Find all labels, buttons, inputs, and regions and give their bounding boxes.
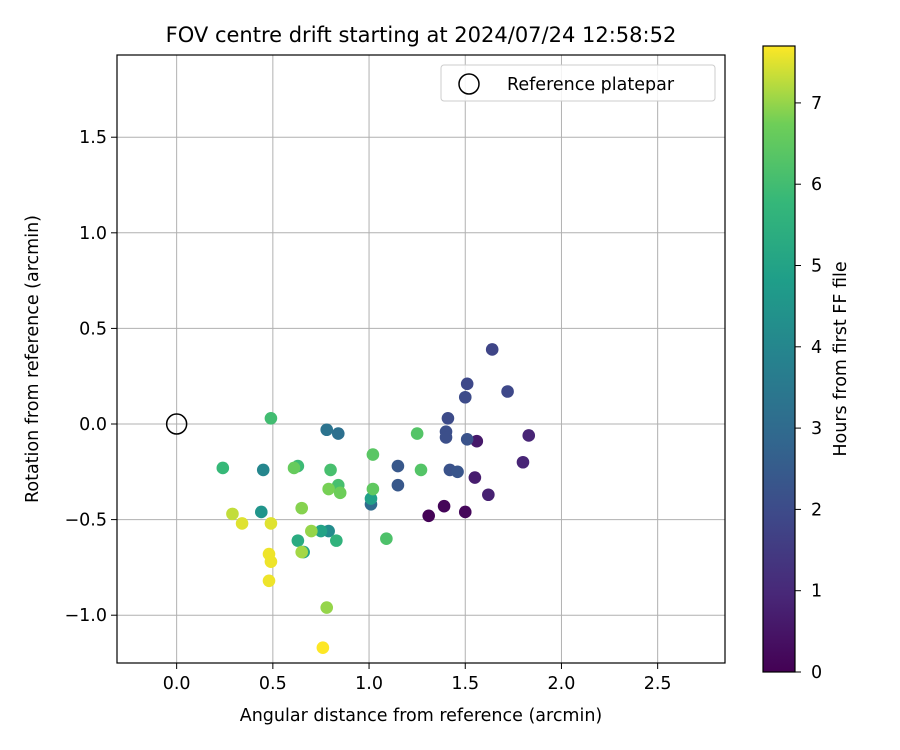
y-tick-label: 1.0 [79,224,107,244]
grid-lines [117,55,725,663]
data-point [333,486,347,500]
y-tick-label: −1.0 [65,606,108,626]
colorbar-tick-label: 5 [811,257,822,277]
chart-title: FOV centre drift starting at 2024/07/24 … [166,23,677,47]
legend: Reference platepar [440,64,716,102]
data-point [414,463,428,477]
plot-frame [116,54,726,664]
data-point [366,482,380,496]
data-point [458,390,472,404]
x-tick-label: 0.0 [163,674,191,694]
colorbar: 0 1 2 3 4 5 6 7 Hours from first FF file [762,45,851,683]
x-tick-label: 1.5 [451,674,479,694]
data-point [316,641,330,655]
data-point [330,534,343,547]
x-axis: 0.0 0.5 1.0 1.5 2.0 2.5 [163,663,672,694]
data-point [320,601,334,614]
data-point [264,555,278,568]
x-axis-label: Angular distance from reference (arcmin) [240,706,603,726]
data-point [451,465,464,479]
data-point [216,461,230,475]
plot-area [116,54,726,664]
data-point [366,448,380,461]
data-point [320,423,334,437]
legend-box [440,64,716,102]
data-point [305,524,318,538]
data-point [410,427,424,440]
data-point [295,501,309,515]
data-point [391,459,405,473]
reference-marker [165,413,188,435]
legend-reference-icon [458,73,480,95]
data-point [364,492,378,505]
y-tick-label: 0.5 [79,319,107,339]
data-point [235,517,249,530]
y-tick-label: 1.5 [79,128,107,148]
colorbar-tick-label: 3 [811,419,822,439]
data-point [295,545,309,559]
data-point [522,429,536,442]
y-axis: −1.0 −0.5 0.0 0.5 1.0 1.5 [65,128,117,626]
data-point [291,534,305,547]
y-axis-label: Rotation from reference (arcmin) [23,215,43,503]
colorbar-tick-label: 2 [811,500,822,520]
data-point [287,461,301,475]
data-points [216,343,536,655]
colorbar-tick-label: 4 [811,338,822,358]
x-tick-label: 0.5 [259,674,287,694]
data-point [264,411,278,425]
x-tick-label: 1.0 [355,674,383,694]
x-tick-label: 2.0 [548,674,576,694]
data-point [255,505,268,519]
data-point [439,431,453,444]
data-point [458,505,472,519]
data-point [226,507,239,521]
colorbar-ticks: 0 1 2 3 4 5 6 7 [795,94,822,683]
data-point [380,532,393,546]
data-point [482,488,495,502]
plot-background [117,55,725,663]
data-point [264,517,278,530]
y-tick-label: −0.5 [65,511,108,531]
data-point [324,463,337,477]
data-point [422,509,435,523]
data-point [391,478,405,492]
x-tick-label: 2.5 [644,674,672,694]
colorbar-tick-label: 0 [811,663,822,683]
data-point [468,471,482,484]
legend-entry-reference: Reference platepar [507,75,675,95]
data-point [314,524,328,538]
data-point [501,385,514,398]
colorbar-tick-label: 6 [811,175,822,195]
data-point [460,433,474,446]
data-point [460,377,474,391]
data-point [441,411,455,425]
colorbar-label: Hours from first FF file [831,261,851,456]
y-tick-label: 0.0 [79,415,107,435]
data-point [485,343,499,356]
data-point [437,499,451,513]
colorbar-gradient [762,45,796,673]
colorbar-tick-label: 7 [811,94,822,114]
data-point [322,482,335,496]
colorbar-tick-label: 1 [811,582,822,602]
data-point [516,455,530,469]
data-point [262,574,276,588]
data-point [331,427,345,440]
data-point [256,463,270,477]
data-point [470,434,484,448]
